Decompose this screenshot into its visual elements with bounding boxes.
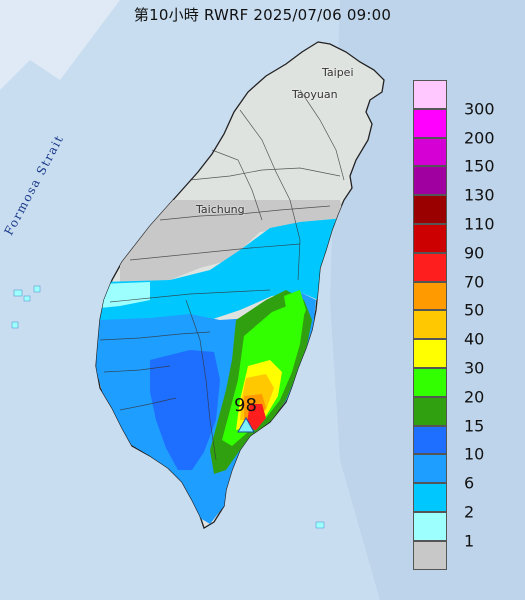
county-borders: [99, 89, 345, 461]
outer-islands: [11, 285, 325, 529]
max-rain-value: 98: [234, 395, 257, 416]
place-label: Taoyuan: [292, 88, 338, 101]
place-label: Taichung: [196, 203, 245, 216]
coast-dots-left: [0, 0, 120, 90]
max-rain-marker: [237, 416, 255, 433]
triangle-marker-icon: [237, 416, 255, 433]
map-title: 第10小時 RWRF 2025/07/06 09:00: [133, 6, 392, 24]
rain-gray-band: [120, 200, 345, 282]
rain-cyan-west: [100, 218, 345, 322]
rain-red: [246, 404, 266, 430]
place-label: Taipei: [322, 66, 354, 79]
rain-darkblue: [150, 350, 220, 470]
rain-green-north-east: [284, 290, 306, 330]
